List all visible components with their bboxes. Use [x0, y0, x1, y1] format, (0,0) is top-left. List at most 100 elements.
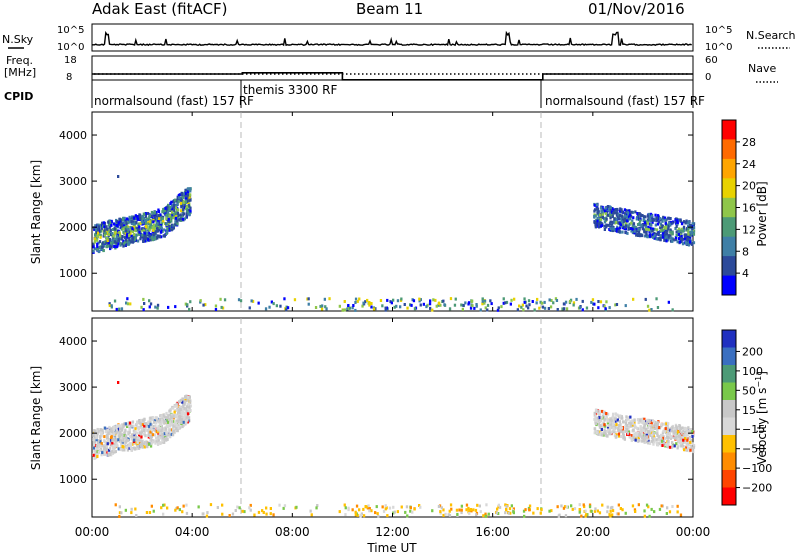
echo-cell [315, 506, 318, 510]
echo-cell [669, 217, 672, 220]
echo-cell [241, 509, 244, 513]
echo-cell [187, 187, 190, 191]
echo-cell [128, 435, 132, 439]
echo-cell [108, 238, 111, 241]
echo-cell [177, 200, 180, 204]
echo-cell [636, 223, 640, 226]
echo-cell [682, 438, 685, 442]
echo-cell [644, 297, 647, 301]
echo-cell [163, 209, 166, 213]
echo-cell [428, 302, 432, 306]
echo-cell [612, 208, 616, 212]
echo-cell [599, 424, 603, 428]
echo-cell [575, 297, 578, 301]
echo-cell [174, 206, 178, 210]
echo-cell [489, 299, 492, 303]
echo-cell [594, 225, 597, 229]
echo-cell [148, 238, 151, 242]
echo-cell [606, 421, 610, 425]
echo-cell [541, 305, 545, 309]
echo-cell [150, 504, 153, 508]
echo-cell [148, 225, 151, 229]
echo-cell [110, 245, 113, 249]
echo-cell [665, 443, 669, 447]
echo-cell [605, 424, 608, 428]
echo-cell [689, 440, 692, 444]
echo-cell [134, 427, 137, 431]
echo-cell [536, 507, 539, 511]
echo-cell [609, 425, 612, 429]
echo-cell [180, 417, 184, 421]
echo-cell [130, 424, 133, 428]
echo-cell [585, 513, 588, 517]
echo-cell [656, 306, 660, 309]
echo-cell [133, 233, 136, 236]
echo-cell [109, 429, 112, 433]
echo-cell [665, 435, 669, 439]
echo-cell [228, 514, 231, 517]
echo-cell [156, 303, 160, 307]
echo-cell [396, 510, 399, 514]
echo-cell [354, 301, 357, 304]
echo-cell [565, 307, 569, 311]
echo-cell [321, 304, 324, 308]
echo-cell [672, 435, 675, 439]
echo-cell [151, 214, 154, 218]
echo-cell [187, 405, 191, 409]
echo-cell [597, 432, 600, 436]
echo-cell [150, 220, 153, 224]
echo-cell [180, 410, 183, 413]
echo-cell [645, 232, 648, 236]
echo-cell [609, 514, 612, 518]
echo-cell [688, 443, 691, 447]
echo-cell [99, 223, 102, 227]
echo-cell [157, 223, 160, 227]
echo-cell [601, 422, 604, 426]
echo-cell [603, 411, 606, 415]
echo-cell [160, 235, 163, 239]
echo-cell [183, 412, 186, 416]
echo-cell [678, 424, 682, 428]
echo-cell [626, 231, 629, 235]
power-cbar-tick-label: 8 [742, 245, 749, 258]
echo-cell [206, 511, 209, 515]
echo-cell [413, 307, 417, 311]
noise-panel-frame [91, 23, 694, 52]
echo-cell [166, 222, 170, 226]
echo-cell [248, 506, 251, 510]
echo-cell [112, 445, 115, 449]
echo-cell [142, 297, 145, 301]
echo-cell [644, 420, 647, 424]
echo-cell [141, 423, 145, 427]
echo-cell [124, 508, 127, 512]
echo-cell [96, 455, 99, 458]
echo-cell [633, 421, 636, 425]
echo-cell [176, 506, 179, 510]
echo-cell [422, 302, 425, 306]
echo-cell [609, 220, 612, 224]
echo-cell [613, 428, 616, 432]
echo-cell [596, 219, 599, 223]
echo-cell [671, 429, 674, 433]
echo-cell [132, 429, 136, 433]
echo-cell [481, 299, 484, 303]
echo-cell [239, 299, 243, 303]
echo-cell [351, 508, 354, 512]
echo-cell [619, 223, 623, 226]
echo-cell [155, 210, 158, 214]
echo-cell [505, 508, 508, 511]
echo-cell [167, 428, 170, 432]
echo-cell [181, 400, 184, 404]
echo-cell [172, 199, 175, 203]
echo-cell [153, 433, 157, 437]
echo-cell [157, 434, 160, 438]
echo-cell [269, 507, 272, 510]
echo-cell [156, 220, 160, 224]
echo-cell [616, 207, 619, 211]
echo-cell [105, 229, 109, 233]
echo-cell [580, 514, 583, 518]
echo-cell [130, 222, 133, 225]
echo-cell [157, 441, 160, 445]
echo-cell [645, 503, 649, 507]
echo-cell [655, 237, 658, 241]
